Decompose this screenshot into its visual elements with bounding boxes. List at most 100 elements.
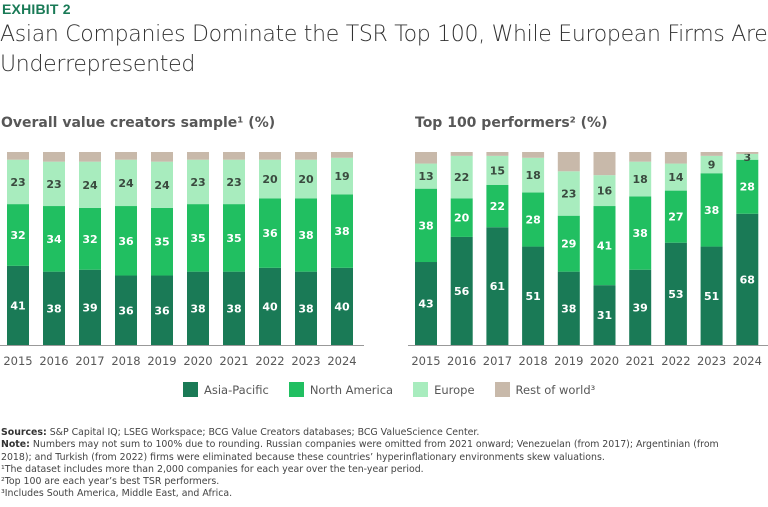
data-label-europe: 23 [10,176,25,189]
bar-segment-europe [259,159,281,199]
note-line-2: 2018); and Turkish (from 2022) firms wer… [1,451,605,463]
bar-segment-europe [664,163,687,191]
bar-segment-europe [223,159,245,205]
x-tick-label: 2015 [411,354,440,368]
data-label-north-america: 20 [454,212,470,225]
legend-label: Asia-Pacific [204,382,269,397]
data-label-europe: 13 [418,170,433,183]
data-label-europe: 24 [154,179,170,192]
data-label-europe: 23 [190,176,205,189]
data-label-asia-pacific: 38 [298,302,313,315]
data-label-asia-pacific: 61 [490,280,505,293]
bar-segment-asia-pacific [43,271,65,345]
data-label-europe: 9 [708,159,716,172]
data-label-europe: 14 [668,171,684,184]
bar-segment-europe [331,157,353,195]
footnote-3: ³Includes South America, Middle East, an… [1,488,233,500]
bar-segment-rest-of-world [557,152,580,172]
bar-segment-europe [593,175,616,207]
bar-segment-europe [557,171,580,216]
bar-segment-rest-of-world [415,152,437,164]
x-tick-label: 2015 [3,354,32,368]
bar-segment-asia-pacific [557,271,580,345]
footnote-2: ²Top 100 are each year’s best TSR perfor… [1,476,220,488]
bar-segment-asia-pacific [486,227,509,345]
data-label-europe: 20 [262,173,278,186]
bar-segment-asia-pacific [415,262,437,345]
bar-segment-rest-of-world [486,152,509,156]
data-label-europe: 23 [226,176,241,189]
bar-segment-rest-of-world [115,152,137,160]
chart-title: Asian Companies Dominate the TSR Top 100… [0,22,768,77]
bar-segment-europe [151,161,173,208]
bar-segment-rest-of-world [295,152,317,160]
data-label-north-america: 38 [298,229,313,242]
note-line-1: Note: Numbers may not sum to 100% due to… [1,439,767,451]
bar-segment-north-america [557,215,580,272]
x-tick-label: 2019 [147,354,176,368]
data-label-europe: 20 [298,173,314,186]
bar-segment-asia-pacific [700,246,723,345]
bar-segment-asia-pacific [223,271,245,345]
x-tick-label: 2022 [255,354,284,368]
bar-segment-rest-of-world [223,152,245,160]
bar-segment-north-america [187,204,209,272]
x-tick-label: 2018 [518,354,547,368]
data-label-europe: 15 [490,164,505,177]
data-label-asia-pacific: 51 [704,290,719,303]
x-tick-label: 2020 [590,354,619,368]
bar-segment-north-america [223,204,245,272]
bar-segment-north-america [664,190,687,243]
x-tick-label: 2022 [661,354,690,368]
data-label-asia-pacific: 38 [561,302,576,315]
data-label-asia-pacific: 56 [454,285,470,298]
bar-segment-europe [700,155,723,174]
left-chart: 41 32 23 2015 38 34 23 2016 39 32 24 2017 36 36 24 2018… [0,152,364,368]
data-label-north-america: 32 [10,229,25,242]
legend: Asia-Pacific North America Europe Rest o… [183,382,595,397]
bar-segment-europe [486,155,509,185]
data-label-asia-pacific: 38 [190,302,205,315]
data-label-asia-pacific: 41 [10,299,25,312]
stacked-bar-charts: 4132232015383423201639322420173636242018… [0,151,768,368]
legend-swatch-rest-of-world [494,382,510,397]
legend-label: Europe [434,382,475,397]
x-tick-label: 2017 [75,354,104,368]
bar-segment-rest-of-world [331,152,353,158]
bar-segment-north-america [486,184,509,228]
bar-segment-asia-pacific [115,275,137,345]
sources-label: Sources: [1,427,47,438]
data-label-north-america: 41 [597,240,612,253]
data-label-asia-pacific: 39 [633,301,648,314]
x-tick-label: 2016 [39,354,68,368]
bar-segment-asia-pacific [79,269,101,345]
legend-swatch-north-america [288,382,304,397]
bar-segment-rest-of-world [7,152,29,160]
data-label-north-america: 38 [704,204,719,217]
bar-segment-north-america [295,198,317,272]
bar-segment-europe [450,155,473,199]
bar-segment-rest-of-world [593,152,616,176]
bar-segment-asia-pacific [593,285,616,345]
data-label-north-america: 35 [154,236,169,249]
bar-segment-asia-pacific [7,265,29,345]
data-label-asia-pacific: 36 [154,304,170,317]
bar-segment-asia-pacific [259,267,281,345]
bar-segment-rest-of-world [450,152,473,156]
data-label-asia-pacific: 38 [46,302,61,315]
x-tick-label: 2021 [626,354,655,368]
data-label-asia-pacific: 40 [262,300,278,313]
bar-segment-north-america [522,192,545,247]
bar-segment-asia-pacific [295,271,317,345]
bar-segment-rest-of-world [700,152,723,156]
data-label-north-america: 34 [46,233,62,246]
notes: Sources: S&P Capital IQ; LSEG Workspace;… [1,427,767,501]
sources-line: Sources: S&P Capital IQ; LSEG Workspace;… [1,427,767,439]
bar-segment-europe [187,159,209,205]
x-tick-label: 2024 [733,354,762,368]
note-text: Numbers may not sum to 100% due to round… [29,439,719,451]
data-label-europe: 18 [633,173,648,186]
legend-swatch-europe [413,382,429,397]
exhibit-label: EXHIBIT 2 [2,1,71,17]
bar-segment-north-america [700,173,723,247]
